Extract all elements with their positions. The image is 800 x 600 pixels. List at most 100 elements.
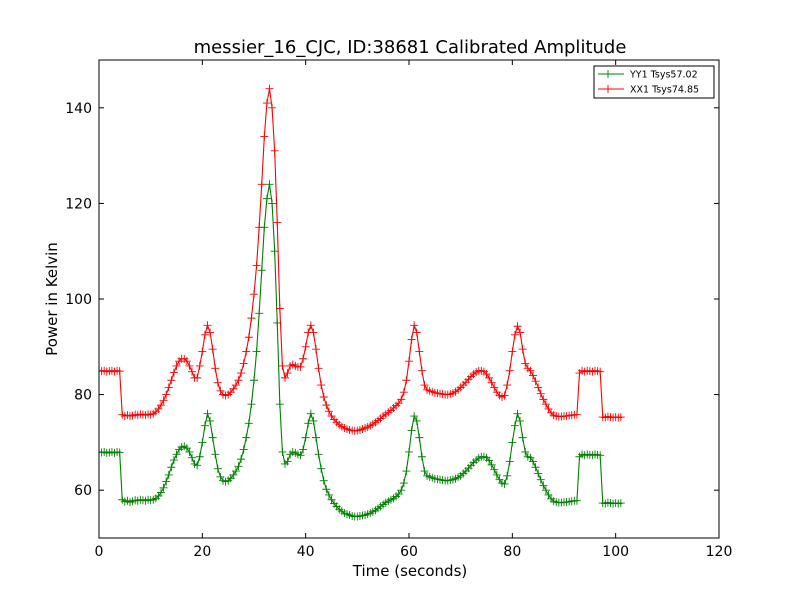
data-point-marker <box>265 180 274 189</box>
data-point-marker <box>239 359 248 368</box>
x-tick-label: 0 <box>95 544 104 560</box>
data-point-marker <box>510 421 519 430</box>
data-point-marker <box>487 378 496 387</box>
data-point-marker <box>420 467 429 476</box>
data-point-marker <box>322 401 331 410</box>
data-point-marker <box>162 477 171 486</box>
data-point-marker <box>304 419 313 428</box>
x-tick-label: 20 <box>193 544 211 560</box>
data-point-marker <box>239 445 248 454</box>
data-point-marker <box>420 381 429 390</box>
data-point-marker <box>213 464 222 473</box>
data-point-marker <box>283 369 292 378</box>
data-point-marker <box>198 438 207 447</box>
data-point-marker <box>281 373 289 382</box>
x-tick-label: 80 <box>503 544 521 560</box>
y-tick-label: 100 <box>65 292 92 308</box>
data-point-marker <box>237 369 246 378</box>
data-point-marker <box>252 347 261 356</box>
data-point-marker <box>255 223 264 232</box>
data-point-marker <box>309 416 318 425</box>
data-point-marker <box>539 481 548 490</box>
data-point-marker <box>503 471 512 480</box>
data-point-marker <box>314 364 323 373</box>
data-point-marker <box>203 321 212 330</box>
data-point-marker <box>265 84 274 93</box>
data-point-marker <box>268 103 277 112</box>
data-point-marker <box>162 390 171 399</box>
data-point-marker <box>490 465 499 474</box>
data-point-marker <box>322 485 331 494</box>
data-point-marker <box>317 464 326 473</box>
data-point-marker <box>534 469 543 478</box>
data-point-marker <box>402 467 411 476</box>
data-point-marker <box>529 457 537 466</box>
data-point-marker <box>541 486 550 495</box>
data-point-marker <box>596 451 605 460</box>
data-point-marker <box>188 453 196 462</box>
data-point-marker <box>250 290 258 299</box>
data-point-marker <box>231 467 240 476</box>
data-point-marker <box>172 361 181 370</box>
data-point-marker <box>541 400 550 409</box>
y-tick-label: 60 <box>74 483 92 499</box>
data-point-marker <box>529 371 537 380</box>
data-point-marker <box>203 409 212 418</box>
data-point-marker <box>500 391 509 400</box>
data-point-marker <box>412 328 421 337</box>
data-point-marker <box>262 99 271 108</box>
data-point-marker <box>169 456 178 465</box>
data-point-marker <box>115 448 124 457</box>
data-point-marker <box>526 366 535 375</box>
legend-marker-swatch <box>604 70 612 78</box>
data-point-marker <box>257 266 266 275</box>
data-point-marker <box>510 330 519 339</box>
data-point-marker <box>283 457 292 466</box>
data-point-marker <box>319 476 328 485</box>
data-point-marker <box>412 416 421 425</box>
data-point-marker <box>312 345 320 354</box>
data-point-marker <box>198 347 207 356</box>
x-tick-label: 40 <box>297 544 315 560</box>
data-point-marker <box>234 376 243 385</box>
data-point-marker <box>255 309 264 318</box>
data-point-marker <box>485 373 494 382</box>
data-point-marker <box>518 345 527 354</box>
data-point-marker <box>301 433 310 442</box>
x-tick-label: 120 <box>706 544 733 560</box>
data-point-marker <box>317 381 326 390</box>
data-point-marker <box>257 180 266 189</box>
data-point-marker <box>402 376 411 385</box>
y-tick-label: 120 <box>65 196 92 212</box>
data-point-marker <box>410 412 419 421</box>
x-tick-label: 100 <box>602 544 629 560</box>
data-point-marker <box>616 413 625 422</box>
data-point-marker <box>169 368 178 377</box>
data-point-marker <box>531 377 540 386</box>
y-tick-label: 140 <box>65 101 92 117</box>
data-point-marker <box>188 367 196 376</box>
data-point-marker <box>521 447 530 456</box>
data-point-marker <box>195 361 204 370</box>
data-point-marker <box>417 452 426 461</box>
data-point-marker <box>157 488 165 497</box>
y-axis-label: Power in Kelvin <box>43 242 61 356</box>
data-point-marker <box>536 389 545 398</box>
data-point-marker <box>211 364 220 373</box>
legend-item: XX1 Tsys74.85 <box>598 85 699 96</box>
data-point-marker <box>275 304 284 313</box>
data-point-marker <box>260 132 269 141</box>
data-point-marker <box>531 463 540 472</box>
data-point-marker <box>195 452 204 461</box>
data-point-marker <box>185 447 194 456</box>
data-point-marker <box>309 328 318 337</box>
data-point-marker <box>250 376 258 385</box>
data-point-marker <box>503 381 512 390</box>
data-point-marker <box>159 483 168 492</box>
legend-label: XX1 Tsys74.85 <box>630 85 699 96</box>
data-point-marker <box>508 438 517 447</box>
legend-marker-swatch <box>604 85 612 93</box>
data-point-marker <box>399 388 408 397</box>
data-point-marker <box>193 373 202 382</box>
data-point-marker <box>167 376 176 385</box>
